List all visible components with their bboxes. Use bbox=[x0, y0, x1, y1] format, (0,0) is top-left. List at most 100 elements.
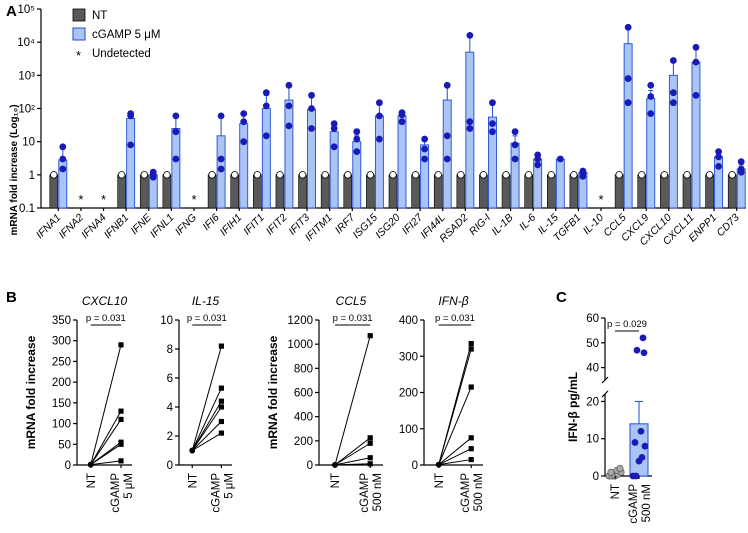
chart-a-xtick-label: ISG20 bbox=[373, 212, 403, 242]
ytick-label: 150 bbox=[52, 398, 71, 410]
xtick-label-nt: NT bbox=[610, 484, 622, 499]
ytick-label: 10 bbox=[160, 315, 173, 327]
bar-nt bbox=[298, 174, 307, 209]
point-cgamp bbox=[330, 125, 338, 132]
ytick-label: 350 bbox=[52, 315, 71, 327]
point-cgamp bbox=[647, 81, 655, 89]
xtick-label-cgamp: cGAMP bbox=[628, 484, 640, 524]
chart-a-xtick-label: ISG15 bbox=[350, 212, 380, 242]
bar-cgamp bbox=[510, 142, 520, 209]
chart-title: CCL5 bbox=[336, 294, 367, 308]
point-cgamp bbox=[353, 148, 361, 156]
point-cgamp bbox=[669, 99, 677, 107]
point-cgamp bbox=[421, 155, 429, 163]
point-cgamp bbox=[262, 89, 270, 97]
ytick-label: 50 bbox=[58, 439, 71, 451]
point-nt bbox=[117, 171, 126, 179]
point-cgamp bbox=[556, 155, 564, 163]
point-cgamp bbox=[638, 453, 646, 461]
chart-a-ytick-label: 10³ bbox=[18, 70, 35, 82]
point-cgamp bbox=[443, 132, 451, 140]
chart-a-xtick-label: CD73 bbox=[714, 212, 742, 240]
chart-a-legend: NT cGAMP 5 μM * Undetected bbox=[72, 8, 160, 63]
ytick-label: 10 bbox=[586, 434, 599, 446]
point-nt bbox=[660, 171, 669, 179]
legend-undetected-symbol: * bbox=[76, 48, 81, 63]
point-cgamp bbox=[367, 435, 373, 441]
point-cgamp bbox=[692, 58, 700, 66]
point-nt bbox=[435, 461, 442, 468]
chart-a-ylabel: mRNA fold increase (Log₁₀) bbox=[9, 104, 20, 235]
chart-a-xtick-label: IFIT2 bbox=[264, 212, 290, 238]
bar-cgamp bbox=[284, 99, 294, 209]
xtick-label-nt: NT bbox=[330, 473, 342, 488]
point-nt bbox=[298, 171, 307, 179]
point-cgamp bbox=[641, 442, 649, 450]
chart-a-ytick-label: 10⁴ bbox=[17, 37, 35, 49]
point-cgamp bbox=[367, 333, 373, 339]
point-cgamp bbox=[421, 135, 429, 143]
point-cgamp bbox=[669, 89, 677, 97]
point-nt bbox=[389, 171, 397, 179]
chart-a-xtick-label: IFNL1 bbox=[148, 212, 177, 241]
p-value-label: p = 0.031 bbox=[435, 313, 475, 324]
ytick-label: 300 bbox=[399, 351, 418, 363]
bar-nt bbox=[162, 174, 172, 209]
undetected-marker: * bbox=[191, 192, 196, 207]
ytick-label: 0 bbox=[167, 460, 173, 472]
point-cgamp bbox=[421, 145, 429, 153]
point-cgamp bbox=[579, 167, 587, 175]
undetected-marker: * bbox=[101, 192, 106, 207]
point-nt bbox=[411, 171, 420, 179]
point-cgamp bbox=[172, 155, 180, 163]
point-nt bbox=[366, 171, 375, 179]
ytick-label: 1000 bbox=[287, 339, 313, 351]
point-cgamp bbox=[59, 143, 67, 151]
chart-a: mRNA fold increase (Log₁₀) NT cGAMP 5 μM… bbox=[9, 4, 746, 248]
point-cgamp bbox=[218, 398, 224, 404]
pair-line bbox=[90, 460, 122, 466]
bar-cgamp bbox=[397, 115, 407, 209]
point-cgamp bbox=[466, 118, 474, 126]
pair-line bbox=[438, 437, 472, 466]
point-cgamp bbox=[737, 158, 745, 166]
pair-line bbox=[334, 437, 371, 466]
legend-nt-swatch bbox=[72, 8, 86, 22]
point-cgamp bbox=[639, 334, 647, 342]
point-nt bbox=[457, 171, 465, 179]
point-cgamp bbox=[367, 440, 373, 446]
ytick-label: 200 bbox=[52, 377, 71, 389]
point-nt bbox=[502, 171, 510, 179]
point-nt bbox=[524, 171, 533, 179]
point-cgamp bbox=[172, 128, 180, 136]
point-cgamp bbox=[127, 141, 135, 149]
point-cgamp bbox=[218, 418, 224, 425]
point-cgamp bbox=[647, 110, 655, 118]
point-nt bbox=[208, 171, 216, 179]
point-cgamp bbox=[118, 441, 124, 447]
p-value-label: p = 0.031 bbox=[187, 313, 227, 324]
point-cgamp bbox=[240, 138, 248, 146]
chart-a-ytick-label: 10⁵ bbox=[17, 4, 35, 16]
point-cgamp bbox=[330, 120, 338, 128]
legend-cgamp-label: cGAMP 5 μM bbox=[92, 29, 160, 41]
point-cgamp bbox=[330, 143, 338, 151]
chart-a-ytick-label: 1 bbox=[29, 170, 35, 182]
chart-a-xtick-label: IL-10 bbox=[581, 212, 607, 238]
bar-nt bbox=[456, 174, 466, 209]
point-cgamp bbox=[217, 112, 225, 120]
point-cgamp bbox=[737, 165, 745, 173]
point-cgamp bbox=[118, 408, 124, 414]
ytick-label: 800 bbox=[294, 363, 313, 375]
legend-cgamp-swatch bbox=[72, 27, 86, 41]
ytick-label: 250 bbox=[52, 356, 71, 368]
bar-cgamp bbox=[171, 128, 181, 209]
point-cgamp bbox=[640, 349, 648, 357]
ytick-label: 400 bbox=[294, 412, 313, 424]
bar-cgamp bbox=[420, 144, 430, 209]
chart-a-xtick-label: IFNA2 bbox=[57, 212, 87, 242]
ytick-label: 6 bbox=[167, 373, 173, 385]
pair-line bbox=[191, 432, 222, 451]
axis-break-mark bbox=[601, 376, 609, 384]
